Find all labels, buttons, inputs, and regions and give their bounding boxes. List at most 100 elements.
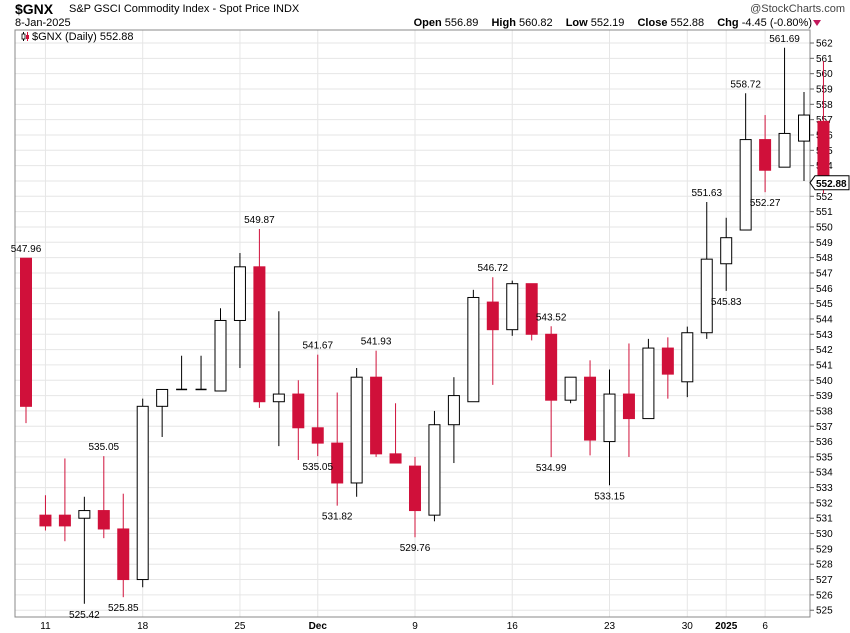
- candle: [661, 337, 674, 399]
- price-annotation: 541.93: [361, 337, 392, 348]
- price-annotation: 547.96: [11, 244, 42, 255]
- last-price-box: [809, 175, 850, 191]
- price-annotation: 533.15: [594, 491, 625, 502]
- stockcharts-logo[interactable]: @StockCharts.com: [750, 3, 845, 15]
- y-tick-label: 542: [816, 345, 833, 356]
- price-annotation: 561.69: [769, 34, 800, 45]
- candle: [409, 456, 421, 538]
- change-value: -4.45 (-0.80%): [741, 17, 812, 29]
- candle-body: [370, 376, 383, 455]
- candle: [253, 228, 266, 408]
- y-tick-label: 540: [816, 376, 833, 387]
- candle-body: [506, 283, 519, 331]
- candle-body: [428, 424, 441, 516]
- y-tick-label: 543: [816, 330, 833, 341]
- y-tick-label: 558: [816, 100, 833, 111]
- y-tick-label: 532: [816, 498, 833, 509]
- price-annotation: 545.83: [711, 297, 742, 308]
- y-tick-label: 541: [816, 360, 833, 371]
- candle: [720, 217, 733, 291]
- candle-body: [817, 120, 830, 184]
- candle: [778, 47, 791, 168]
- candle: [603, 369, 616, 486]
- price-annotation: 525.42: [69, 610, 100, 621]
- candle-body: [214, 319, 227, 392]
- price-annotation: 558.72: [730, 79, 761, 90]
- plot-frame: [14, 29, 811, 618]
- candle: [58, 458, 71, 542]
- close-value: 552.88: [670, 17, 705, 29]
- candle: [428, 410, 441, 522]
- candle-body: [603, 393, 616, 443]
- candle: [798, 92, 810, 181]
- candle: [97, 456, 110, 539]
- y-tick-label: 537: [816, 422, 833, 433]
- candle-body: [311, 427, 324, 444]
- open-label: Open: [413, 17, 442, 29]
- close-label: Close: [637, 17, 668, 29]
- candle-body: [97, 510, 110, 530]
- candle-body: [331, 442, 344, 484]
- last-price-label: 552.88: [816, 179, 847, 190]
- price-annotation: 546.72: [478, 263, 509, 274]
- y-tick-label: 557: [816, 115, 833, 126]
- candle: [350, 367, 363, 497]
- y-tick-label: 544: [816, 314, 833, 325]
- candles: [20, 47, 830, 604]
- candle: [681, 326, 694, 398]
- y-tick-label: 561: [816, 54, 833, 65]
- price-annotation: 535.05: [302, 462, 333, 473]
- candle-body: [661, 347, 674, 375]
- security-name: S&P GSCI Commodity Index - Spot Price IN…: [69, 3, 300, 15]
- x-tick-label: 30: [682, 621, 694, 632]
- price-annotation: 535.05: [89, 442, 120, 453]
- candle: [117, 493, 130, 598]
- candle: [156, 388, 169, 437]
- candle-body: [700, 258, 713, 334]
- candle: [331, 392, 344, 506]
- y-tick-label: 539: [816, 391, 833, 402]
- candle: [739, 93, 752, 231]
- price-annotations: 547.96 525.42 535.05 525.85 549.87 541.67 535.…: [11, 34, 801, 621]
- y-tick-label: 530: [816, 529, 833, 540]
- x-tick-label: 11: [40, 621, 51, 632]
- candle-body: [78, 510, 91, 519]
- y-tick-label: 562: [816, 39, 833, 50]
- candle: [272, 311, 285, 447]
- y-tick-label: 549: [816, 238, 833, 249]
- candle: [700, 201, 713, 339]
- y-tick-label: 529: [816, 544, 833, 555]
- candle: [759, 115, 772, 193]
- y-tick-label: 560: [816, 69, 833, 80]
- y-tick-label: 548: [816, 253, 833, 264]
- candle-body: [20, 257, 32, 407]
- candle: [311, 354, 324, 457]
- open-value: 556.89: [444, 17, 479, 29]
- x-tick-label: 6: [762, 621, 768, 632]
- y-tick-label: 559: [816, 84, 833, 95]
- candle-body: [389, 453, 402, 464]
- candle-body: [681, 332, 694, 383]
- candle: [817, 61, 830, 194]
- candle: [506, 280, 519, 336]
- candle-body: [156, 388, 169, 407]
- price-annotation: 543.52: [536, 312, 567, 323]
- x-tick-label: 23: [604, 621, 616, 632]
- y-tick-label: 546: [816, 284, 833, 295]
- y-tick-label: 547: [816, 268, 833, 279]
- candle-body: [564, 376, 577, 401]
- candle: [525, 283, 538, 341]
- candle: [545, 326, 558, 458]
- candle-body: [58, 514, 71, 527]
- candle: [292, 380, 305, 460]
- last-price-tag: 552.88: [809, 175, 850, 191]
- y-tick-label: 545: [816, 299, 833, 310]
- high-value: 560.82: [518, 17, 553, 29]
- price-annotation: 549.87: [244, 215, 275, 226]
- y-tick-label: 538: [816, 406, 833, 417]
- price-annotation: 525.85: [108, 603, 139, 614]
- candle-body: [253, 266, 266, 403]
- low-value: 552.19: [590, 17, 625, 29]
- quote-row: 8-Jan-2025 Open 556.89 High 560.82 Low 5…: [0, 17, 850, 31]
- change-label: Chg: [717, 17, 739, 29]
